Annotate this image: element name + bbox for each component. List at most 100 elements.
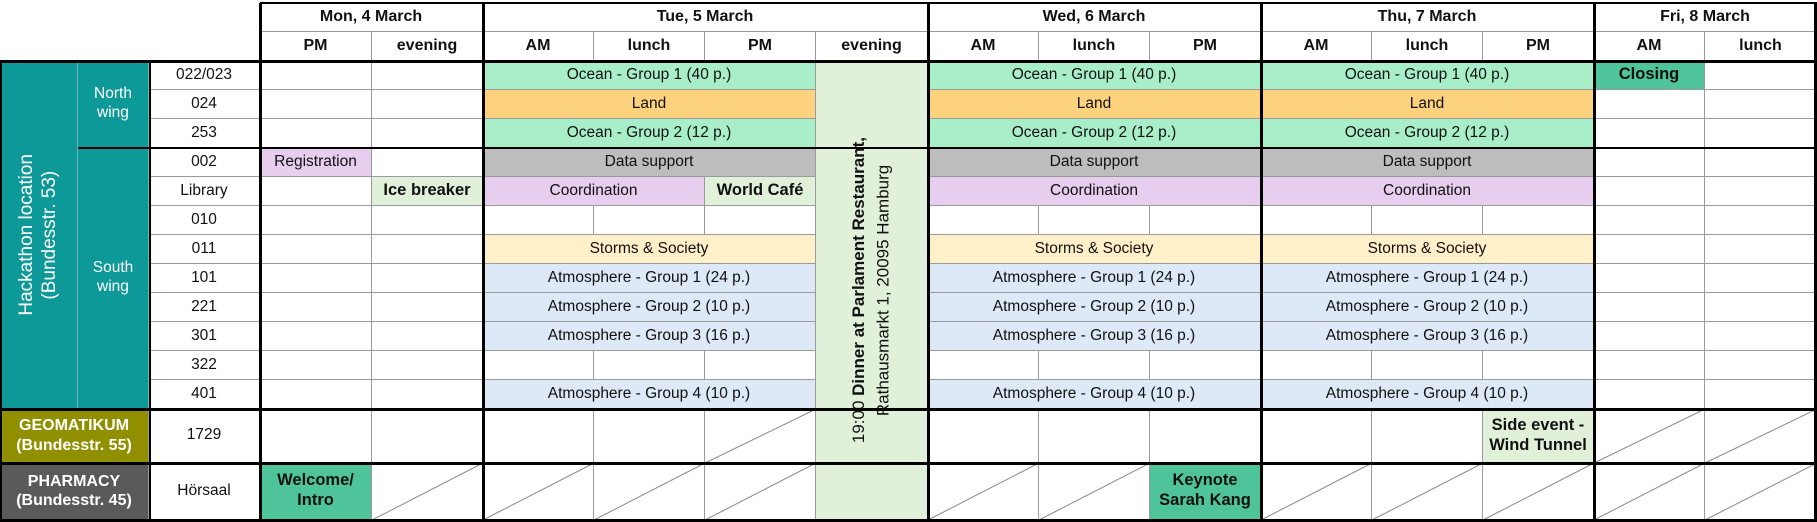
room-name: 301 xyxy=(191,326,217,344)
event-block[interactable]: Coordination xyxy=(1261,177,1594,206)
location-hackathon: Hackathon location (Bundesstr. 53) xyxy=(0,61,78,409)
event-block[interactable]: Atmosphere - Group 1 (24 p.) xyxy=(483,264,816,293)
event-block[interactable]: Land xyxy=(483,90,816,119)
room-name: 322 xyxy=(191,355,217,373)
schedule-cell xyxy=(260,90,372,119)
event-label: Ocean - Group 1 (40 p.) xyxy=(1011,65,1177,83)
event-block[interactable]: Atmosphere - Group 2 (10 p.) xyxy=(1261,293,1594,322)
event-label: Atmosphere - Group 3 (16 p.) xyxy=(547,326,751,344)
event-block[interactable]: Ocean - Group 1 (40 p.) xyxy=(483,61,816,90)
event-block[interactable]: Ocean - Group 2 (12 p.) xyxy=(928,119,1261,148)
event-label: Welcome/Intro xyxy=(277,471,354,509)
event-block[interactable]: Atmosphere - Group 2 (10 p.) xyxy=(483,293,816,322)
event-block[interactable]: Data support xyxy=(483,148,816,177)
event-label: Land xyxy=(1409,94,1445,112)
room-name: 022/023 xyxy=(175,65,233,83)
event-block[interactable]: Atmosphere - Group 3 (16 p.) xyxy=(928,322,1261,351)
event-block[interactable]: Keynote Sarah Kang xyxy=(1150,463,1261,520)
header-bottom-border xyxy=(0,60,1817,63)
slot-label: PM xyxy=(748,37,772,55)
event-block[interactable]: Ocean - Group 1 (40 p.) xyxy=(928,61,1261,90)
slot-header: PM xyxy=(1483,32,1594,61)
schedule-cell xyxy=(705,463,816,520)
event-label: Storms & Society xyxy=(1034,239,1154,257)
event-block[interactable]: Ocean - Group 2 (12 p.) xyxy=(1261,119,1594,148)
room-label: Hörsaal xyxy=(149,463,260,520)
wing-south: South wing xyxy=(78,148,149,409)
room-name: 221 xyxy=(191,297,217,315)
event-block[interactable]: Storms & Society xyxy=(483,235,816,264)
room-label: 253 xyxy=(149,119,260,148)
slot-label: lunch xyxy=(627,37,671,55)
schedule-cell xyxy=(372,90,483,119)
day-label: Mon, 4 March xyxy=(319,8,423,26)
room-label: 1729 xyxy=(149,409,260,463)
wing-north: North wing xyxy=(78,61,149,148)
event-block[interactable]: Closing xyxy=(1594,61,1705,90)
event-block[interactable]: Coordination xyxy=(928,177,1261,206)
location-geomatikum: GEOMATIKUM (Bundesstr. 55) xyxy=(0,409,149,463)
schedule-cell xyxy=(928,351,1039,380)
event-block[interactable]: Atmosphere - Group 4 (10 p.) xyxy=(928,380,1261,409)
schedule-cell xyxy=(372,409,483,463)
event-block[interactable]: Storms & Society xyxy=(1261,235,1594,264)
event-block[interactable]: Atmosphere - Group 3 (16 p.) xyxy=(483,322,816,351)
event-label: Data support xyxy=(1049,152,1139,170)
event-block[interactable]: Side event - Wind Tunnel xyxy=(1483,409,1594,463)
schedule-cell xyxy=(1594,206,1705,235)
day-label: Wed, 6 March xyxy=(1042,8,1146,26)
room-name: 1729 xyxy=(186,426,222,444)
wing-label: South wing xyxy=(92,259,134,295)
event-block[interactable]: Ocean - Group 2 (12 p.) xyxy=(483,119,816,148)
event-block[interactable]: Data support xyxy=(928,148,1261,177)
day-header: Tue, 5 March xyxy=(483,3,928,32)
day-header: Fri, 8 March xyxy=(1594,3,1817,32)
event-block[interactable]: Welcome/Intro xyxy=(260,463,372,520)
schedule-cell xyxy=(594,351,705,380)
event-block[interactable]: Ice breaker xyxy=(372,177,483,206)
event-block[interactable]: World Café xyxy=(705,177,816,206)
event-block[interactable]: Ocean - Group 1 (40 p.) xyxy=(1261,61,1594,90)
day-label: Thu, 7 March xyxy=(1377,8,1477,26)
day-header: Wed, 6 March xyxy=(928,3,1261,32)
room-label: 011 xyxy=(149,235,260,264)
dinner-block[interactable]: 19:00 Dinner at Parlament Restaurant, Rat… xyxy=(816,61,928,520)
event-label: Atmosphere - Group 3 (16 p.) xyxy=(1325,326,1529,344)
room-label: 002 xyxy=(149,148,260,177)
event-block[interactable]: Atmosphere - Group 1 (24 p.) xyxy=(1261,264,1594,293)
day-header: Thu, 7 March xyxy=(1261,3,1594,32)
event-label: Keynote Sarah Kang xyxy=(1159,471,1251,509)
event-label: Ice breaker xyxy=(383,181,471,200)
schedule-cell xyxy=(1705,148,1817,177)
event-block[interactable]: Atmosphere - Group 4 (10 p.) xyxy=(1261,380,1594,409)
event-label: Data support xyxy=(604,152,694,170)
schedule-cell xyxy=(1705,463,1817,520)
event-block[interactable]: Land xyxy=(928,90,1261,119)
schedule-cell xyxy=(260,206,372,235)
event-block[interactable]: Coordination xyxy=(483,177,705,206)
event-label: Atmosphere - Group 2 (10 p.) xyxy=(1325,297,1529,315)
event-block[interactable]: Atmosphere - Group 2 (10 p.) xyxy=(928,293,1261,322)
event-label: Side event - Wind Tunnel xyxy=(1489,415,1587,454)
room-name: 010 xyxy=(191,210,217,228)
schedule-cell xyxy=(1594,293,1705,322)
slot-header: lunch xyxy=(1372,32,1483,61)
schedule-cell xyxy=(1594,322,1705,351)
event-block[interactable]: Land xyxy=(1261,90,1594,119)
room-name: 253 xyxy=(191,123,217,141)
event-block[interactable]: Storms & Society xyxy=(928,235,1261,264)
room-label: 022/023 xyxy=(149,61,260,90)
slot-label: PM xyxy=(1193,37,1217,55)
schedule-cell xyxy=(1705,90,1817,119)
schedule-cell xyxy=(260,61,372,90)
schedule-cell xyxy=(1594,463,1705,520)
schedule-cell xyxy=(1261,463,1372,520)
event-block[interactable]: Data support xyxy=(1261,148,1594,177)
event-block[interactable]: Atmosphere - Group 1 (24 p.) xyxy=(928,264,1261,293)
event-block[interactable]: Atmosphere - Group 3 (16 p.) xyxy=(1261,322,1594,351)
event-block[interactable]: Atmosphere - Group 4 (10 p.) xyxy=(483,380,816,409)
schedule-cell xyxy=(1705,380,1817,409)
event-block[interactable]: Registration xyxy=(260,148,372,177)
slot-label: lunch xyxy=(1405,37,1449,55)
event-label: Atmosphere - Group 3 (16 p.) xyxy=(992,326,1196,344)
